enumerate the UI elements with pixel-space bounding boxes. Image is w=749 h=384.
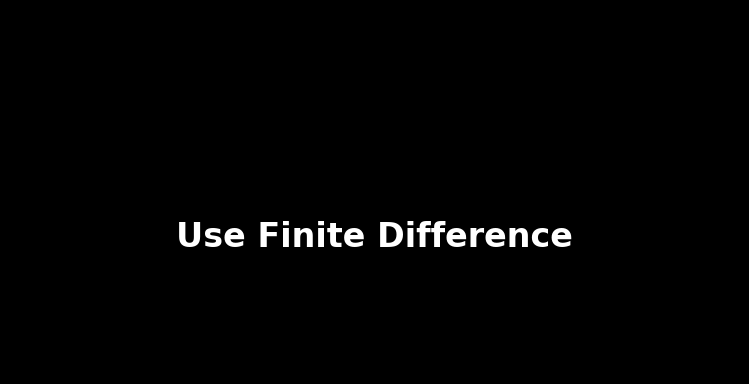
Text: n = 17: n = 17 (324, 58, 425, 86)
Text: g = 4: g = 4 (333, 121, 416, 149)
Text: Use Finite Difference: Use Finite Difference (176, 221, 573, 254)
Text: For $f(x)=(n+g\sqrt{x})^{\sin x}$, find $f^{\prime}(0.1)$ and $f^{\prime\prime}(: For $f(x)=(n+g\sqrt{x})^{\sin x}$, find … (15, 18, 597, 40)
